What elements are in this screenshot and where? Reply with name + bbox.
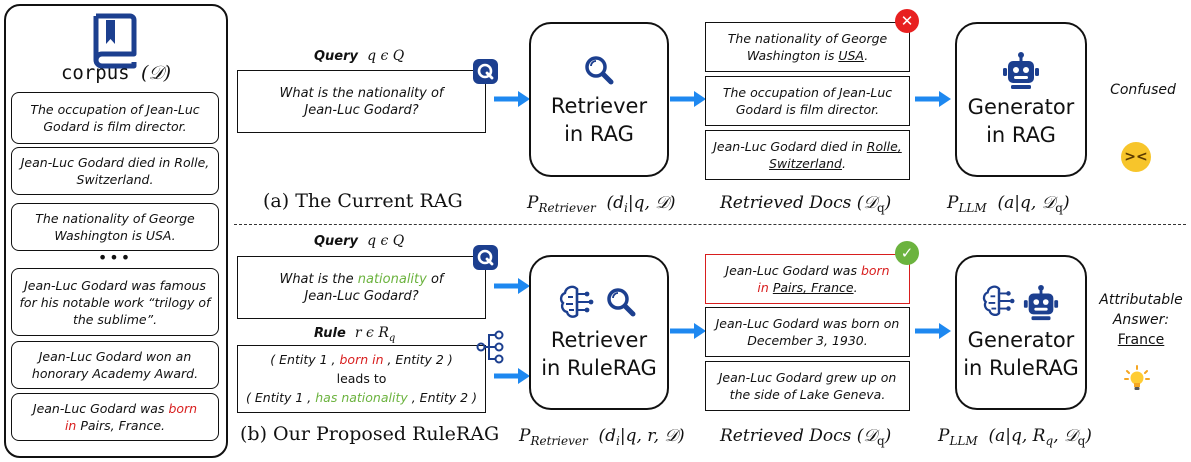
corpus-doc-6: Jean-Luc Godard was born in Pairs, France… (11, 393, 219, 441)
query-q-icon (473, 59, 498, 84)
query-q-icon-bottom (473, 245, 498, 270)
lightbulb-icon (1124, 365, 1150, 390)
corpus-title: corpus (𝒟) (60, 62, 172, 84)
top-query-box: What is the nationality of Jean-Luc Goda… (237, 70, 486, 133)
check-icon: ✓ (895, 241, 919, 265)
bottom-generator-label: Generator in RuleRAG (963, 327, 1079, 380)
confused-face-icon: >< (1121, 142, 1151, 172)
top-doc-1: The nationality of George Washington is … (705, 22, 910, 72)
top-generator-label: Generator in RAG (967, 94, 1075, 147)
arrow-query-to-retriever (494, 91, 530, 107)
robot-icon (1023, 284, 1059, 320)
bottom-result: Attributable Answer: France (1099, 292, 1183, 348)
top-formula-llm: PLLM (a|q, 𝒟q) (947, 193, 1070, 215)
top-caption: (a) The Current RAG (263, 190, 463, 212)
top-retriever-box: Retriever in RAG (529, 22, 669, 177)
rule-label: Rule r ϵ Rq (314, 325, 396, 344)
bottom-doc-3: Jean-Luc Godard grew up on the side of L… (705, 361, 910, 411)
bottom-doc-2: Jean-Luc Godard was born on December 3, … (705, 307, 910, 357)
section-divider (234, 224, 1186, 225)
corpus-doc-5: Jean-Luc Godard won an honorary Academy … (11, 341, 219, 389)
cross-icon: ✕ (895, 9, 919, 33)
bottom-query-label: Query q ϵ Q (314, 233, 405, 249)
top-formula-docs: Retrieved Docs (𝒟q) (720, 193, 892, 215)
robot-icon (1003, 51, 1039, 89)
bottom-doc-1: Jean-Luc Godard was born in Pairs, France… (705, 254, 910, 304)
corpus-doc-4: Jean-Luc Godard was famous for his notab… (11, 268, 219, 336)
bottom-retriever-label: Retriever in RuleRAG (541, 327, 657, 380)
search-icon (585, 55, 614, 84)
bottom-formula-retriever: PRetriever (di|q, r, 𝒟) (519, 426, 685, 448)
corpus-doc-1: The occupation of Jean-Luc Godard is fil… (11, 92, 219, 144)
bottom-formula-docs: Retrieved Docs (𝒟q) (720, 426, 892, 448)
corpus-doc-2: Jean-Luc Godard died in Rolle, Switzerla… (11, 147, 219, 195)
arrow-rule-to-retriever (494, 368, 530, 384)
book-icon (93, 13, 137, 69)
arrow-bretriever-to-docs (670, 323, 706, 339)
rule-box: ( Entity 1 , born in , Entity 2 ) leads … (237, 345, 486, 413)
rule-tree-icon (476, 330, 504, 364)
top-retriever-label: Retriever in RAG (550, 93, 648, 146)
top-formula-retriever: PRetriever (di|q, 𝒟) (527, 193, 676, 215)
arrow-docs-to-generator (915, 91, 951, 107)
bottom-generator-box: Generator in RuleRAG (955, 255, 1087, 410)
top-generator-box: Generator in RAG (955, 22, 1087, 177)
top-doc-2: The occupation of Jean-Luc Godard is fil… (705, 76, 910, 126)
bottom-caption: (b) Our Proposed RuleRAG (240, 423, 500, 445)
bottom-query-box: What is the nationality of Jean-Luc Goda… (237, 256, 486, 319)
arrow-bquery-to-retriever (494, 278, 530, 294)
bottom-formula-llm: PLLM (a|q, Rq, 𝒟q) (938, 426, 1092, 448)
top-result: Confused (1110, 82, 1176, 98)
arrow-retriever-to-docs (670, 91, 706, 107)
bottom-retriever-box: Retriever in RuleRAG (529, 255, 669, 410)
top-query-label: Query q ϵ Q (314, 48, 405, 64)
brain-circuit-icon (982, 285, 1015, 316)
corpus-doc-3: The nationality of George Washington is … (11, 203, 219, 251)
search-icon (607, 287, 636, 316)
corpus-ellipsis: ••• (97, 248, 133, 267)
brain-circuit-icon (559, 285, 594, 318)
arrow-bdocs-to-generator (915, 323, 951, 339)
top-doc-3: Jean-Luc Godard died in Rolle, Switzerla… (705, 130, 910, 180)
